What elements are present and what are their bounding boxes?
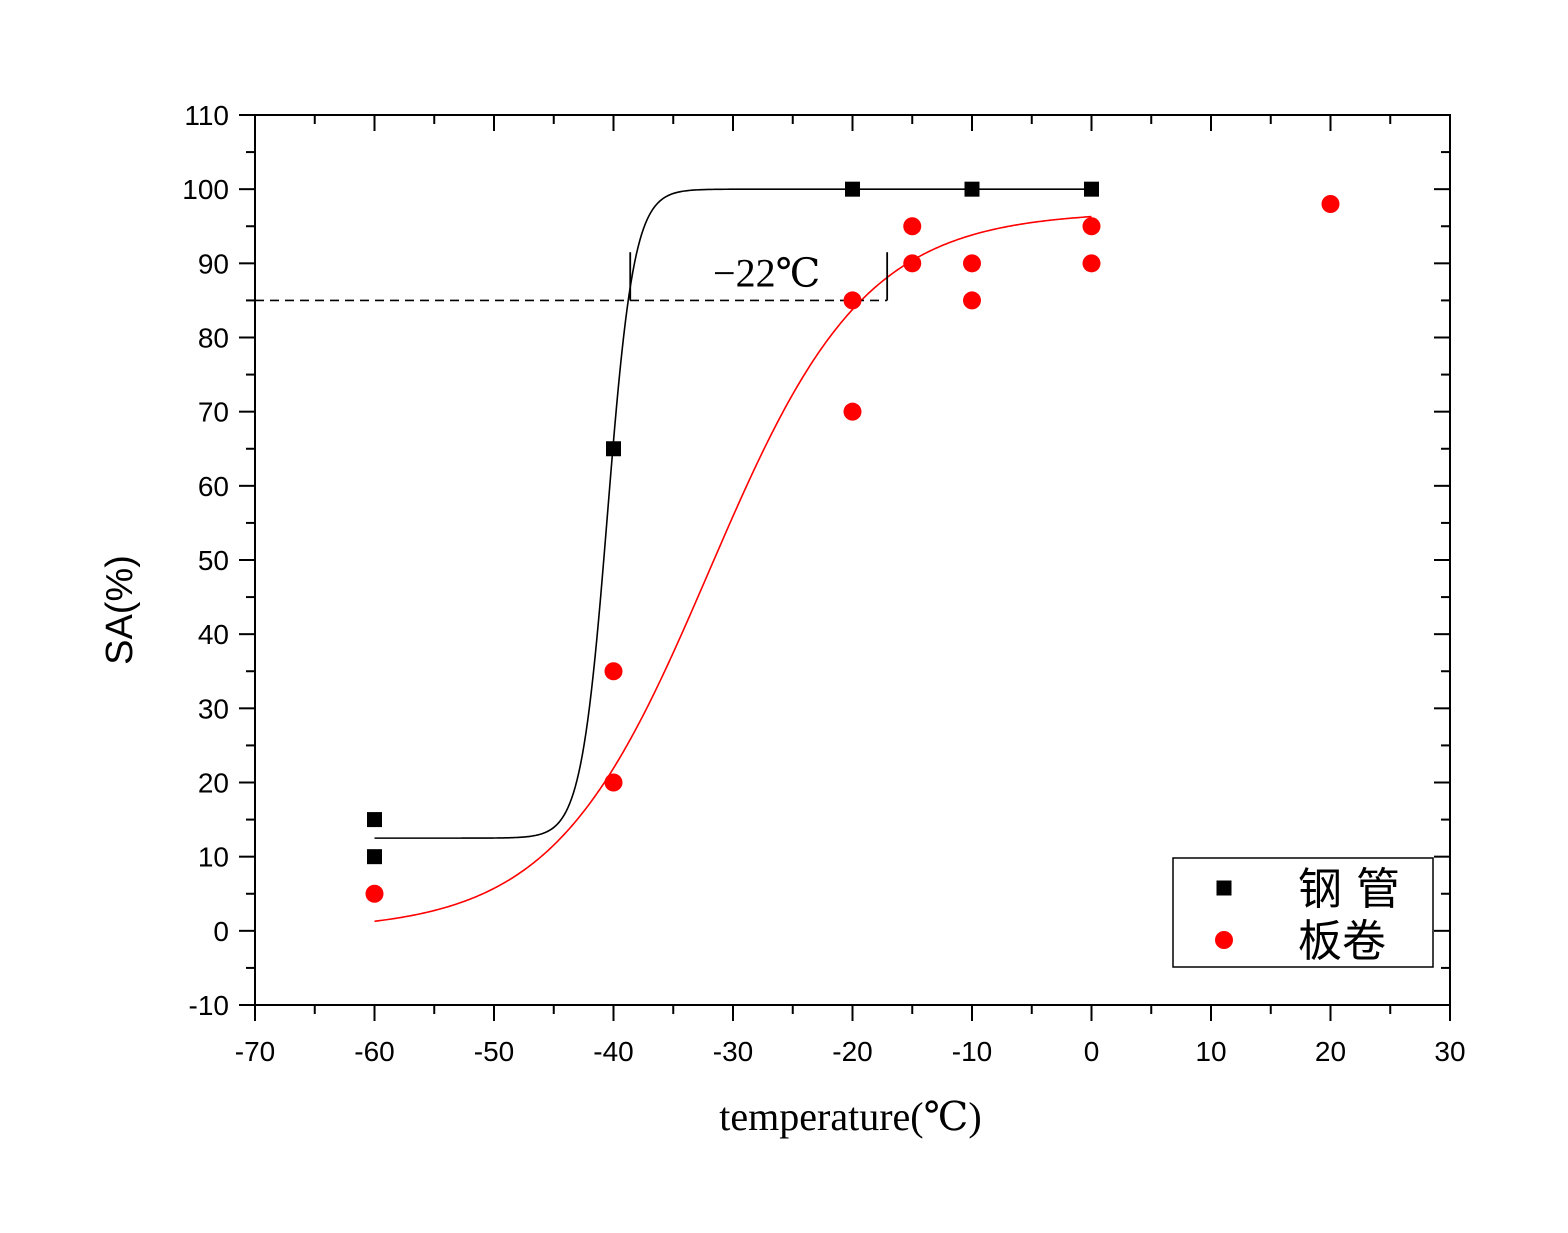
legend: 钢 管 板卷 [1172, 857, 1434, 968]
data-point-steel-pipe [367, 812, 382, 828]
y-tick-label: 90 [198, 248, 229, 279]
x-tick-label: -70 [235, 1036, 275, 1067]
x-tick-label: 10 [1195, 1036, 1226, 1067]
x-tick-label: -20 [832, 1036, 872, 1067]
y-axis-title: SA(%) [99, 555, 141, 665]
data-point-steel-pipe [845, 181, 860, 197]
data-points [365, 181, 1340, 903]
legend-box [1172, 857, 1434, 968]
y-tick-label: 10 [198, 842, 229, 873]
y-tick-label: -10 [189, 990, 229, 1021]
x-tick-label: -60 [354, 1036, 394, 1067]
data-point-plate-coil [604, 662, 623, 681]
x-tick-label: 0 [1084, 1036, 1100, 1067]
data-point-plate-coil [903, 254, 922, 273]
data-point-steel-pipe [964, 181, 980, 197]
y-tick-label: 100 [182, 174, 229, 205]
data-point-plate-coil [903, 217, 922, 236]
x-tick-label: -30 [713, 1036, 753, 1067]
annotation-label: −22℃ [713, 250, 820, 295]
tick-labels: -70 -60 -50 -40 -30 -20 -10 0 10 20 30 -10 0 10 20 30 40… [182, 100, 1465, 1067]
y-tick-label: 50 [198, 545, 229, 576]
fit-curves [374, 188, 1092, 923]
data-point-plate-coil [963, 254, 981, 273]
data-point-steel-pipe [1084, 181, 1099, 197]
y-tick-label: 40 [198, 619, 229, 650]
fit-curve-1 [374, 215, 1092, 923]
ticks [239, 114, 1451, 1021]
x-tick-label: 20 [1315, 1036, 1346, 1067]
data-point-plate-coil [1082, 217, 1101, 236]
plot-frame [254, 114, 1451, 1006]
y-tick-label: 110 [184, 100, 229, 131]
data-point-plate-coil [1321, 195, 1340, 213]
y-tick-label: 0 [213, 916, 229, 947]
data-point-plate-coil [843, 402, 862, 421]
y-tick-label: 70 [198, 397, 229, 428]
x-tick-label: -50 [474, 1036, 514, 1067]
data-point-plate-coil [963, 291, 981, 310]
data-point-plate-coil [1082, 254, 1101, 273]
legend-marker-steel-pipe [1216, 880, 1232, 896]
annotation [255, 252, 889, 302]
data-point-plate-coil [843, 291, 862, 310]
data-point-steel-pipe [606, 441, 621, 457]
y-tick-label: 20 [198, 768, 229, 799]
x-tick-label: 30 [1434, 1036, 1465, 1067]
data-point-plate-coil [604, 773, 623, 792]
y-tick-label: 60 [198, 471, 229, 502]
data-point-plate-coil [365, 884, 384, 903]
legend-entry-plate-coil: 板卷 [1298, 916, 1386, 967]
y-tick-label: 30 [198, 693, 229, 724]
legend-marker-plate-coil [1215, 931, 1233, 949]
x-tick-label: -40 [593, 1036, 633, 1067]
legend-entry-steel-pipe: 钢 管 [1298, 864, 1400, 915]
data-point-steel-pipe [367, 849, 382, 865]
x-tick-label: -10 [952, 1036, 992, 1067]
x-axis-title: temperature(℃) [719, 1094, 981, 1139]
y-tick-label: 80 [198, 323, 229, 354]
